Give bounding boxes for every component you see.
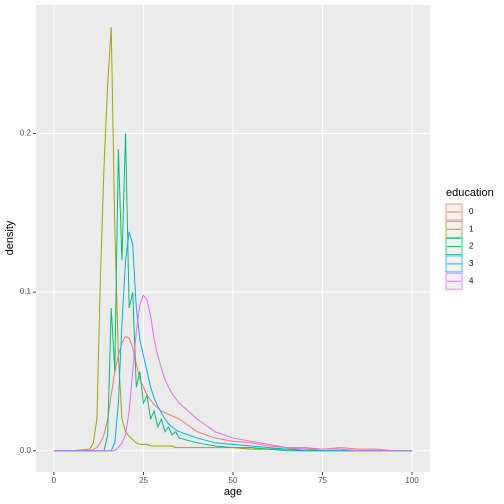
x-tick-label: 25 [139,476,148,485]
legend-title: education [446,187,494,199]
x-axis-title: age [224,486,242,498]
density-line [53,27,413,452]
legend-label: 0 [469,207,474,216]
y-tick-label: 0.2 [20,129,32,138]
density-line [53,335,413,452]
y-tick-label: 0.1 [20,287,32,296]
y-tick-label: 0.0 [20,446,32,455]
legend-label: 4 [469,276,474,285]
legend-label: 1 [469,224,474,233]
legend-label: 3 [469,259,474,268]
density-line [53,133,413,452]
density-line [53,294,413,452]
x-tick-label: 100 [405,476,419,485]
x-tick-label: 0 [52,476,57,485]
x-tick-label: 50 [229,476,238,485]
legend-label: 2 [469,242,474,251]
y-axis-title: density [4,220,16,255]
x-tick-label: 75 [318,476,327,485]
